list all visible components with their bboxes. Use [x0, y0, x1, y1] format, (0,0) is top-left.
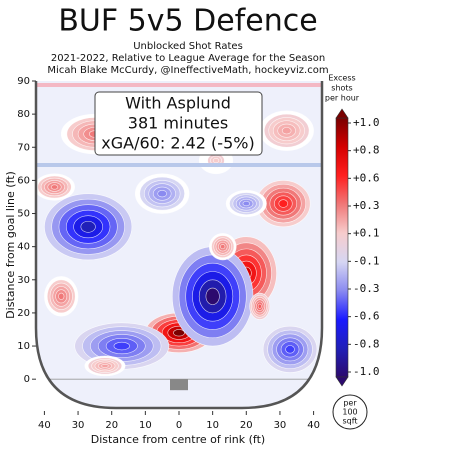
colorbar-tick-label: +0.3 [353, 199, 380, 212]
contour-ring [242, 201, 250, 207]
subtitle: Unblocked Shot Rates [133, 41, 243, 52]
y-axis-label: Distance from goal line (ft) [4, 171, 17, 319]
contour-ring [278, 199, 289, 208]
colorbar-bottom [335, 376, 349, 387]
x-tick-label: 10 [206, 420, 219, 431]
contour-blob [208, 233, 237, 261]
colorbar-tick-label: +0.8 [353, 144, 380, 157]
contour-blob [134, 173, 190, 214]
contour-ring [220, 244, 226, 250]
contour-ring [80, 220, 96, 233]
contour-blob [225, 190, 267, 218]
colorbar-tick-label: +1.0 [353, 116, 380, 129]
contour-blob [74, 322, 170, 370]
contour-blob [44, 193, 133, 261]
colorbar-tick-label: +0.6 [353, 171, 380, 184]
contour-ring [257, 303, 262, 309]
y-tick-label: 50 [17, 209, 30, 220]
contour-blob [44, 276, 79, 317]
contour-ring [281, 127, 292, 135]
x-tick-label: 20 [240, 420, 253, 431]
contour-ring [173, 329, 185, 337]
contour-ring [157, 190, 167, 198]
annotation: With Asplund [125, 94, 231, 113]
colorbar [335, 117, 349, 378]
y-tick-label: 70 [17, 142, 30, 153]
colorbar-tick-label: -0.8 [353, 337, 380, 350]
chart-title: BUF 5v5 Defence [58, 4, 317, 39]
contour-ring [205, 287, 220, 305]
boards [34, 81, 324, 410]
contour-blob [249, 292, 271, 320]
x-tick-label: 40 [38, 420, 51, 431]
note-circle [332, 394, 368, 430]
contour-ring [285, 345, 295, 354]
x-axis-label: Distance from centre of rink (ft) [91, 433, 265, 446]
y-tick-label: 10 [17, 341, 30, 352]
goal [170, 379, 188, 391]
contour-blob [171, 246, 254, 347]
contour-blob [36, 173, 75, 201]
colorbar-tick-label: -0.1 [353, 254, 380, 267]
plot-area: 40 30 20 10 0 10 20 30 40 0 10 20 30 40 50 60 70 80 90 With… [17, 76, 324, 431]
contour-ring [113, 341, 130, 351]
colorbar-top [335, 108, 349, 119]
colorbar-title: per hour [325, 94, 360, 103]
colorbar-note: per [343, 399, 357, 408]
y-tick-label: 40 [17, 242, 30, 253]
x-tick-label: 30 [72, 420, 85, 431]
y-tick-label: 80 [17, 109, 30, 120]
colorbar-tick-label: -0.3 [353, 282, 380, 295]
subtitle: Micah Blake McCurdy, @IneffectiveMath, h… [47, 65, 328, 76]
red-line [36, 83, 322, 87]
contour-blob [262, 325, 318, 373]
y-tick-label: 20 [17, 308, 30, 319]
contour-ring [212, 158, 220, 164]
colorbar-tick-label: -0.6 [353, 310, 380, 323]
contour-ring [58, 292, 65, 300]
x-tick-label: 10 [139, 420, 152, 431]
x-tick-label: 20 [105, 420, 118, 431]
annotation-box [94, 91, 263, 156]
y-tick-label: 0 [24, 374, 30, 385]
y-tick-label: 90 [17, 76, 30, 87]
contour-ring [101, 363, 109, 368]
colorbar-title: Excess [328, 74, 355, 83]
subtitle: 2021-2022, Relative to League Average fo… [51, 53, 325, 64]
blue-line [36, 163, 322, 167]
y-tick-label: 30 [17, 275, 30, 286]
x-tick-label: 0 [176, 420, 182, 431]
contour-blob [256, 180, 311, 228]
colorbar-title: shots [331, 84, 352, 93]
colorbar-note: sqft [342, 417, 357, 426]
contour-ring [50, 184, 59, 190]
contour-blob [84, 355, 126, 377]
annotation: 381 minutes [128, 114, 228, 133]
annotation: xGA/60: 2.42 (-5%) [101, 134, 254, 153]
x-tick-label: 40 [307, 420, 320, 431]
colorbar-note: 100 [342, 408, 357, 417]
contour-blob [259, 110, 314, 151]
colorbar-tick-label: -1.0 [353, 365, 380, 378]
x-tick-label: 30 [274, 420, 287, 431]
y-tick-label: 60 [17, 175, 30, 186]
colorbar-tick-label: +0.1 [353, 227, 380, 240]
